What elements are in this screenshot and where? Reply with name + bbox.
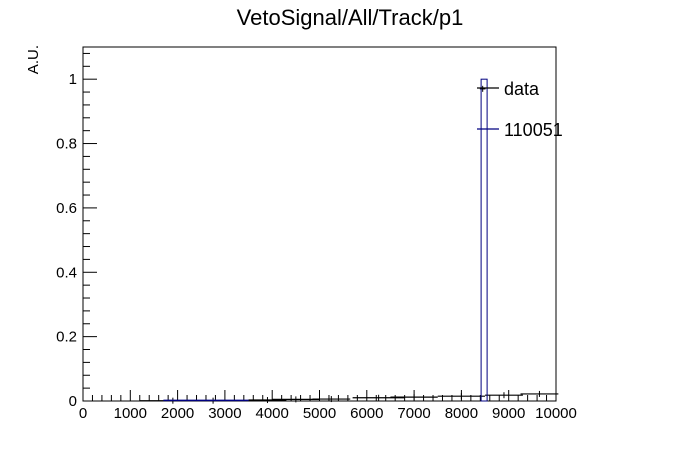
y-tick-label: 0.6 (56, 200, 77, 217)
chart-marks (139, 78, 559, 404)
x-tick-label: 8000 (445, 405, 478, 422)
legend-label: data (504, 79, 540, 99)
x-tick-label: 2000 (161, 405, 194, 422)
x-tick-label: 10000 (535, 405, 577, 422)
x-axis: 0 1000 2000 3000 4000 5000 6000 7000 8000 9000 100… (79, 390, 577, 422)
x-tick-label: 9000 (492, 405, 525, 422)
plot-frame (82, 46, 557, 402)
x-tick-label: 5000 (303, 405, 336, 422)
y-tick-label: 1 (69, 71, 77, 88)
legend: data 110051 (477, 79, 563, 140)
x-tick-label: 3000 (208, 405, 241, 422)
y-axis-label: A.U. (25, 45, 42, 74)
y-tick-label: 0 (69, 393, 77, 410)
y-tick-label: 0.4 (56, 264, 77, 281)
x-tick-label: 6000 (350, 405, 383, 422)
x-tick-label: 1000 (114, 405, 147, 422)
x-tick-label: 4000 (256, 405, 289, 422)
chart-title: VetoSignal/All/Track/p1 (237, 5, 464, 30)
y-tick-label: 0.8 (56, 136, 77, 153)
x-tick-label: 7000 (397, 405, 430, 422)
y-axis: 0 0.2 0.4 0.6 0.8 1 (56, 52, 97, 410)
mc-spike-bar (480, 78, 488, 402)
legend-label: 110051 (504, 120, 563, 140)
x-tick-label: 0 (79, 405, 87, 422)
y-tick-label: 0.2 (56, 329, 77, 346)
